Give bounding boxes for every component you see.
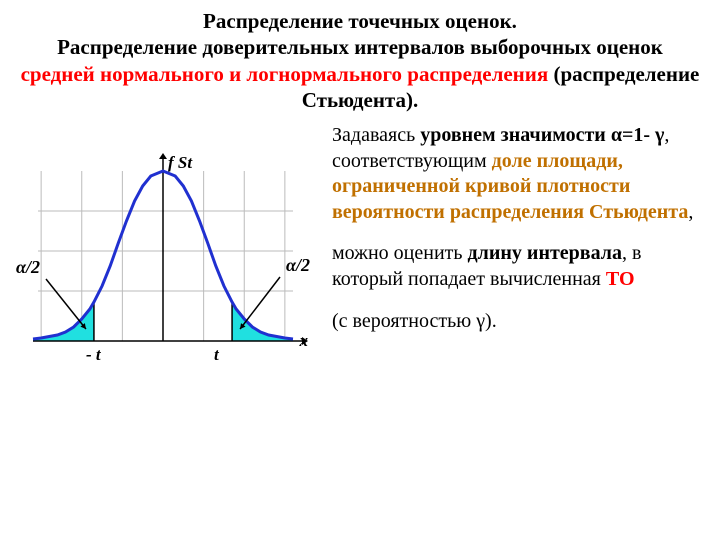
t-positive-label: t xyxy=(214,345,219,365)
t-negative-label: - t xyxy=(86,345,101,365)
chart-svg xyxy=(18,151,308,371)
x-axis-label: x xyxy=(300,331,309,351)
text-column: Задаваясь уровнем значимости α=1- γ, соо… xyxy=(318,123,702,532)
y-axis-label: f St xyxy=(168,153,192,173)
content-row: f St x α/2 α/2 - t t Задаваясь уровнем з… xyxy=(18,123,702,532)
paragraph-1: Задаваясь уровнем значимости α=1- γ, соо… xyxy=(332,123,702,225)
title-line2a: Распределение доверительных интервалов в… xyxy=(57,35,663,59)
paragraph-2: можно оценить длину интервала, в который… xyxy=(332,241,702,292)
paragraph-3: (с вероятностью γ). xyxy=(332,309,702,335)
students-t-chart: f St x α/2 α/2 - t t xyxy=(18,151,308,371)
chart-column: f St x α/2 α/2 - t t xyxy=(18,123,318,532)
title-line1: Распределение точечных оценок. xyxy=(203,9,517,33)
title-emph: средней нормального и логнормального рас… xyxy=(21,62,549,86)
slide-title: Распределение точечных оценок. Распредел… xyxy=(18,8,702,113)
slide: Распределение точечных оценок. Распредел… xyxy=(0,0,720,540)
alpha-right-label: α/2 xyxy=(286,255,310,276)
alpha-left-label: α/2 xyxy=(16,257,40,278)
